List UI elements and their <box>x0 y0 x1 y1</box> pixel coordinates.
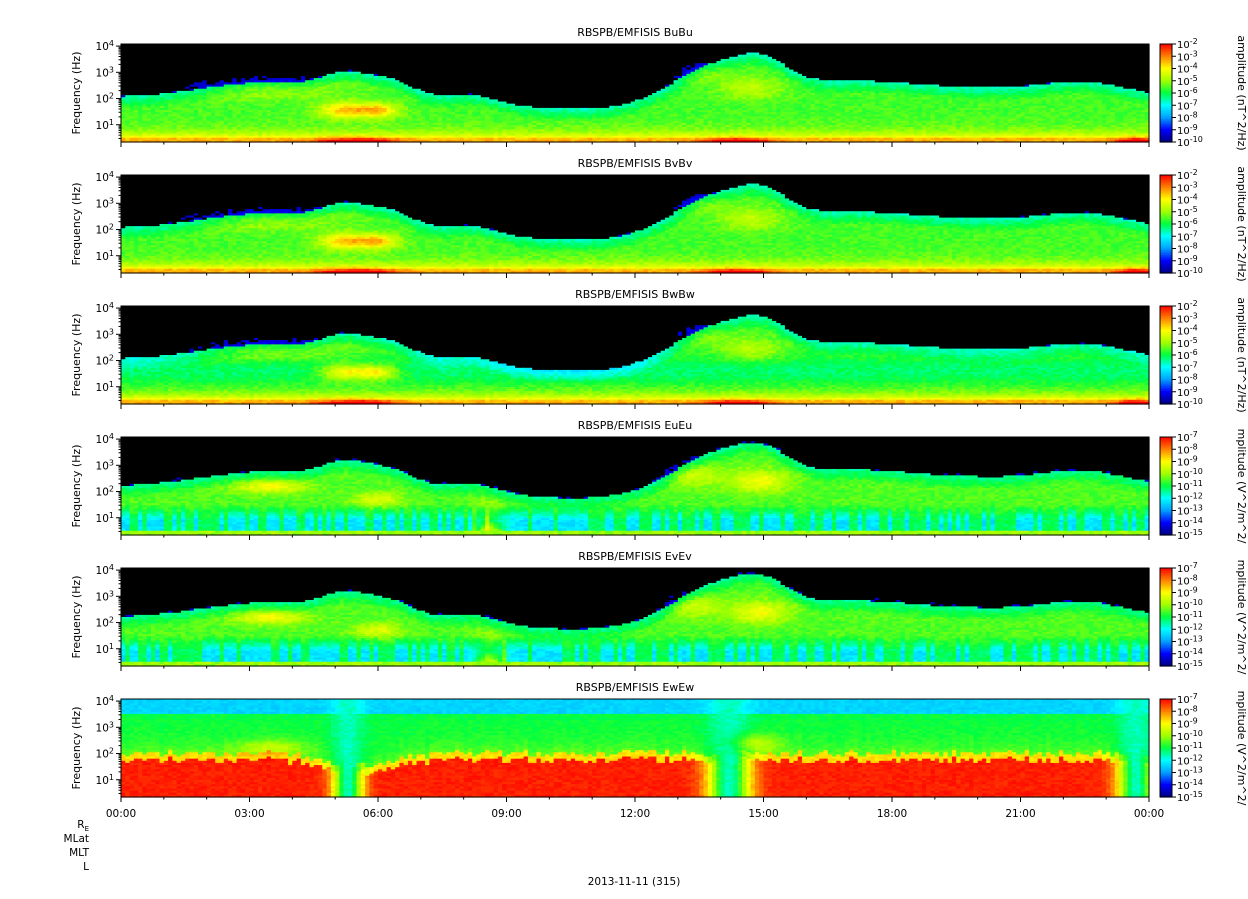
panel-title: RBSPB/EMFISIS EwEw <box>576 681 694 694</box>
panel-5: RBSPB/EMFISIS EvEv 101 102 103 104 Frequency … <box>70 550 1248 675</box>
x-tick-label: 00:00 <box>1134 808 1164 820</box>
y-axis-label: Frequency (Hz) <box>70 183 83 266</box>
x-tick-label: 15:00 <box>748 808 778 820</box>
y-axis-label: Frequency (Hz) <box>70 707 83 790</box>
panel-title: RBSPB/EMFISIS BwBw <box>575 288 695 301</box>
colorbar: 10-710-810-910-1010-1110-1210-1310-1410-… <box>1160 560 1248 675</box>
y-tick-label: 104 <box>96 301 114 315</box>
spectrogram-image <box>121 44 1150 143</box>
ephemeris-label: RE <box>77 819 89 833</box>
panel-title: RBSPB/EMFISIS EuEu <box>578 419 692 432</box>
y-tick-label: 104 <box>96 39 114 53</box>
colorbar-label: mplitude (V^2/m^2/ <box>1235 560 1248 675</box>
ephemeris-label: MLT <box>69 847 89 859</box>
y-tick-label: 102 <box>96 616 114 630</box>
y-tick-label: 101 <box>96 511 114 525</box>
colorbar-label: amplitude (nT^2/Hz) <box>1235 35 1248 150</box>
colorbar-tick-label: 10-15 <box>1177 659 1203 673</box>
x-tick-label: 09:00 <box>491 808 521 820</box>
y-tick-label: 103 <box>96 327 114 341</box>
spectrogram-panels: RBSPB/EMFISIS BuBu 101 102 103 104 Frequency … <box>70 26 1248 806</box>
colorbar-label: mplitude (V^2/m^2/ <box>1235 691 1248 806</box>
y-tick-label: 104 <box>96 563 114 577</box>
colorbar-tick-label: 10-10 <box>1177 266 1203 280</box>
y-tick-label: 103 <box>96 589 114 603</box>
panel-1: RBSPB/EMFISIS BuBu 101 102 103 104 Frequency … <box>70 26 1248 151</box>
y-axis-label: Frequency (Hz) <box>70 445 83 528</box>
y-axis-label: Frequency (Hz) <box>70 52 83 135</box>
y-tick-label: 101 <box>96 642 114 656</box>
y-tick-label: 102 <box>96 354 114 368</box>
panel-title: RBSPB/EMFISIS BuBu <box>577 26 693 39</box>
colorbar: 10-210-310-410-510-610-710-810-910-10 amp… <box>1160 297 1248 412</box>
ephemeris-label: L <box>83 861 89 873</box>
x-tick-label: 06:00 <box>363 808 393 820</box>
x-tick-label: 03:00 <box>234 808 264 820</box>
colorbar-label: amplitude (nT^2/Hz) <box>1235 297 1248 412</box>
colorbar-tick-label: 10-10 <box>1177 397 1203 411</box>
x-tick-label: 12:00 <box>620 808 650 820</box>
y-tick-label: 103 <box>96 65 114 79</box>
spectrogram-image <box>121 699 1150 798</box>
colorbar: 10-710-810-910-1010-1110-1210-1310-1410-… <box>1160 691 1248 806</box>
y-tick-label: 103 <box>96 196 114 210</box>
y-tick-label: 102 <box>96 223 114 237</box>
y-tick-label: 104 <box>96 694 114 708</box>
time-axis: 00:00 03:00 06:00 09:00 12:00 15:00 18:00 21:00… <box>106 808 1164 820</box>
panel-3: RBSPB/EMFISIS BwBw 101 102 103 104 Frequency … <box>70 288 1248 413</box>
colorbar: 10-210-310-410-510-610-710-810-910-10 amp… <box>1160 166 1248 281</box>
y-tick-label: 103 <box>96 720 114 734</box>
colorbar: 10-710-810-910-1010-1110-1210-1310-1410-… <box>1160 429 1248 544</box>
colorbar-label: mplitude (V^2/m^2/ <box>1235 429 1248 544</box>
panel-title: RBSPB/EMFISIS EvEv <box>578 550 692 563</box>
y-axis-label: Frequency (Hz) <box>70 576 83 659</box>
y-tick-label: 101 <box>96 118 114 132</box>
colorbar-tick-label: 10-15 <box>1177 790 1203 804</box>
colorbar-tick-label: 10-10 <box>1177 135 1203 149</box>
y-tick-label: 102 <box>96 747 114 761</box>
x-tick-label: 18:00 <box>877 808 907 820</box>
x-tick-label: 00:00 <box>106 808 136 820</box>
ephemeris-label: MLat <box>64 833 89 845</box>
y-tick-label: 104 <box>96 432 114 446</box>
y-tick-label: 101 <box>96 380 114 394</box>
y-tick-label: 101 <box>96 773 114 787</box>
spectrogram-image <box>121 175 1150 274</box>
colorbar-label: amplitude (nT^2/Hz) <box>1235 166 1248 281</box>
panel-4: RBSPB/EMFISIS EuEu 101 102 103 104 Frequency … <box>70 419 1248 544</box>
y-tick-label: 102 <box>96 485 114 499</box>
panel-6: RBSPB/EMFISIS EwEw 101 102 103 104 Frequency … <box>70 681 1248 806</box>
y-tick-label: 104 <box>96 170 114 184</box>
panel-2: RBSPB/EMFISIS BvBv 101 102 103 104 Frequency … <box>70 157 1248 282</box>
spectrogram-image <box>121 306 1150 405</box>
colorbar-tick-label: 10-15 <box>1177 528 1203 542</box>
spectrogram-image <box>121 568 1150 667</box>
y-tick-label: 102 <box>96 92 114 106</box>
y-tick-label: 103 <box>96 458 114 472</box>
y-axis-label: Frequency (Hz) <box>70 314 83 397</box>
colorbar: 10-210-310-410-510-610-710-810-910-10 amp… <box>1160 35 1248 150</box>
panel-title: RBSPB/EMFISIS BvBv <box>578 157 693 170</box>
date-label: 2013-11-11 (315) <box>588 876 681 888</box>
y-tick-label: 101 <box>96 249 114 263</box>
spectrogram-image <box>121 437 1150 536</box>
x-tick-label: 21:00 <box>1005 808 1035 820</box>
